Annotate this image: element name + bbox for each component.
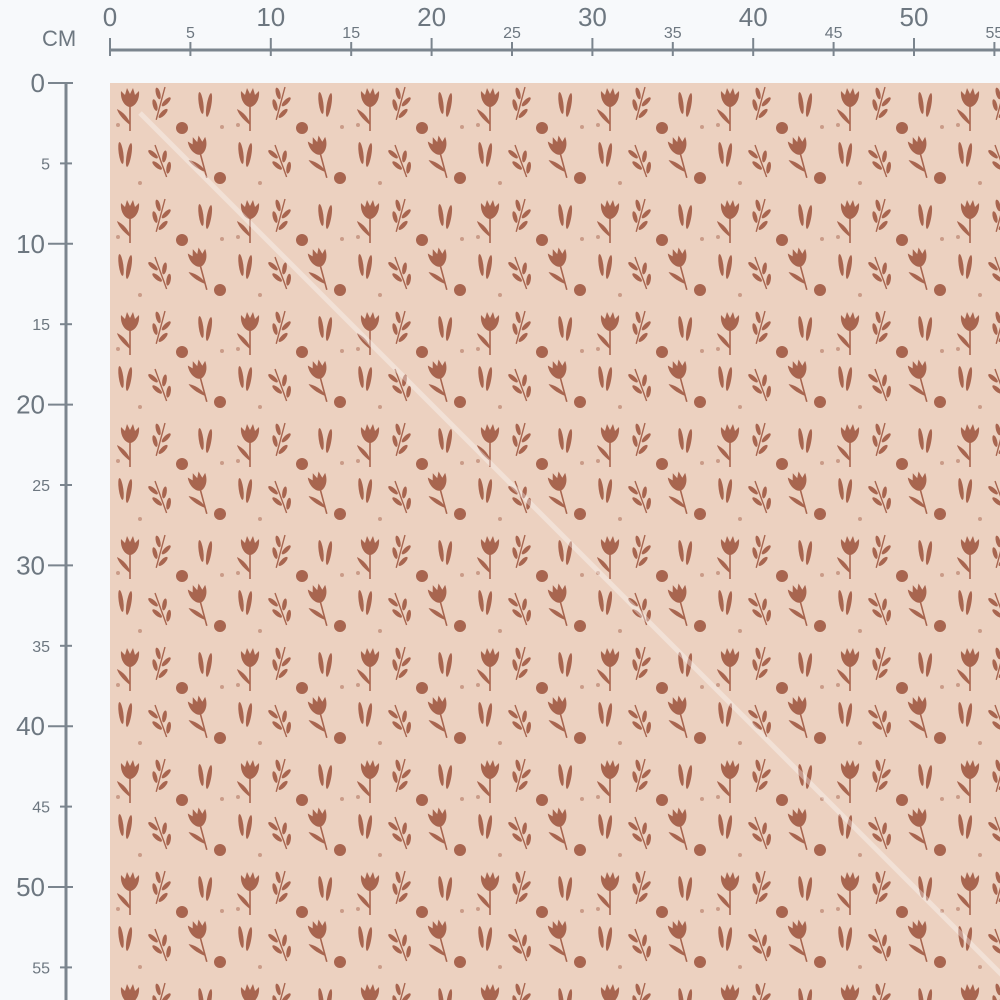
ruler-label: 45: [825, 25, 843, 42]
ruler-label: 25: [32, 478, 50, 495]
ruler-label: 35: [32, 639, 50, 656]
unit-label: CM: [42, 26, 76, 51]
ruler-label: 55: [32, 960, 50, 977]
left-ruler: 0 5 10 15 20 25 30 35 40 45 50 55: [16, 68, 73, 1000]
ruler-label: 0: [31, 68, 45, 98]
light-glare: [138, 111, 1000, 977]
ruler-label: 20: [417, 2, 446, 32]
ruler-label: 40: [16, 711, 45, 741]
ruler-label: 5: [186, 25, 195, 42]
ruler-label: 15: [32, 317, 50, 334]
ruler-label: 50: [900, 2, 929, 32]
ruler-label: 30: [16, 550, 45, 580]
ruler-label: 10: [16, 229, 45, 259]
floral-pattern: [110, 83, 1000, 1000]
ruler-label: 50: [16, 872, 45, 902]
ruler-label: 20: [16, 390, 45, 420]
ruler-label: 45: [32, 800, 50, 817]
fabric-swatch: [110, 83, 1000, 1000]
ruler-label: 15: [342, 25, 360, 42]
ruler-label: 35: [664, 25, 682, 42]
ruler-label: 10: [256, 2, 285, 32]
ruler-label: 0: [103, 2, 117, 32]
ruler-label: 5: [41, 156, 50, 173]
top-ruler: 0 5 10 15 20 25 30 35 40 45 50 55: [103, 2, 1000, 56]
ruler-label: 40: [739, 2, 768, 32]
ruler-label: 25: [503, 25, 521, 42]
ruler-label: 30: [578, 2, 607, 32]
ruler-label: 55: [986, 25, 1000, 42]
